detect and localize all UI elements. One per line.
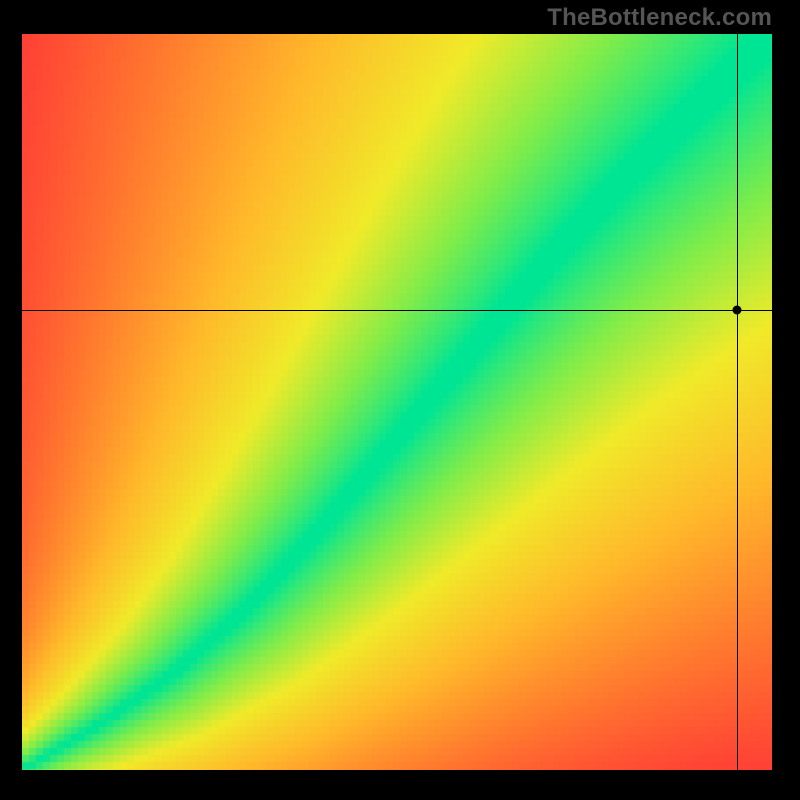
heatmap-canvas: [22, 34, 772, 770]
chart-container: TheBottleneck.com: [0, 0, 800, 800]
crosshair-vertical: [737, 34, 738, 770]
watermark-text: TheBottleneck.com: [547, 4, 772, 32]
marker-dot: [732, 306, 741, 315]
crosshair-horizontal: [22, 310, 772, 311]
plot-area: [22, 34, 772, 770]
